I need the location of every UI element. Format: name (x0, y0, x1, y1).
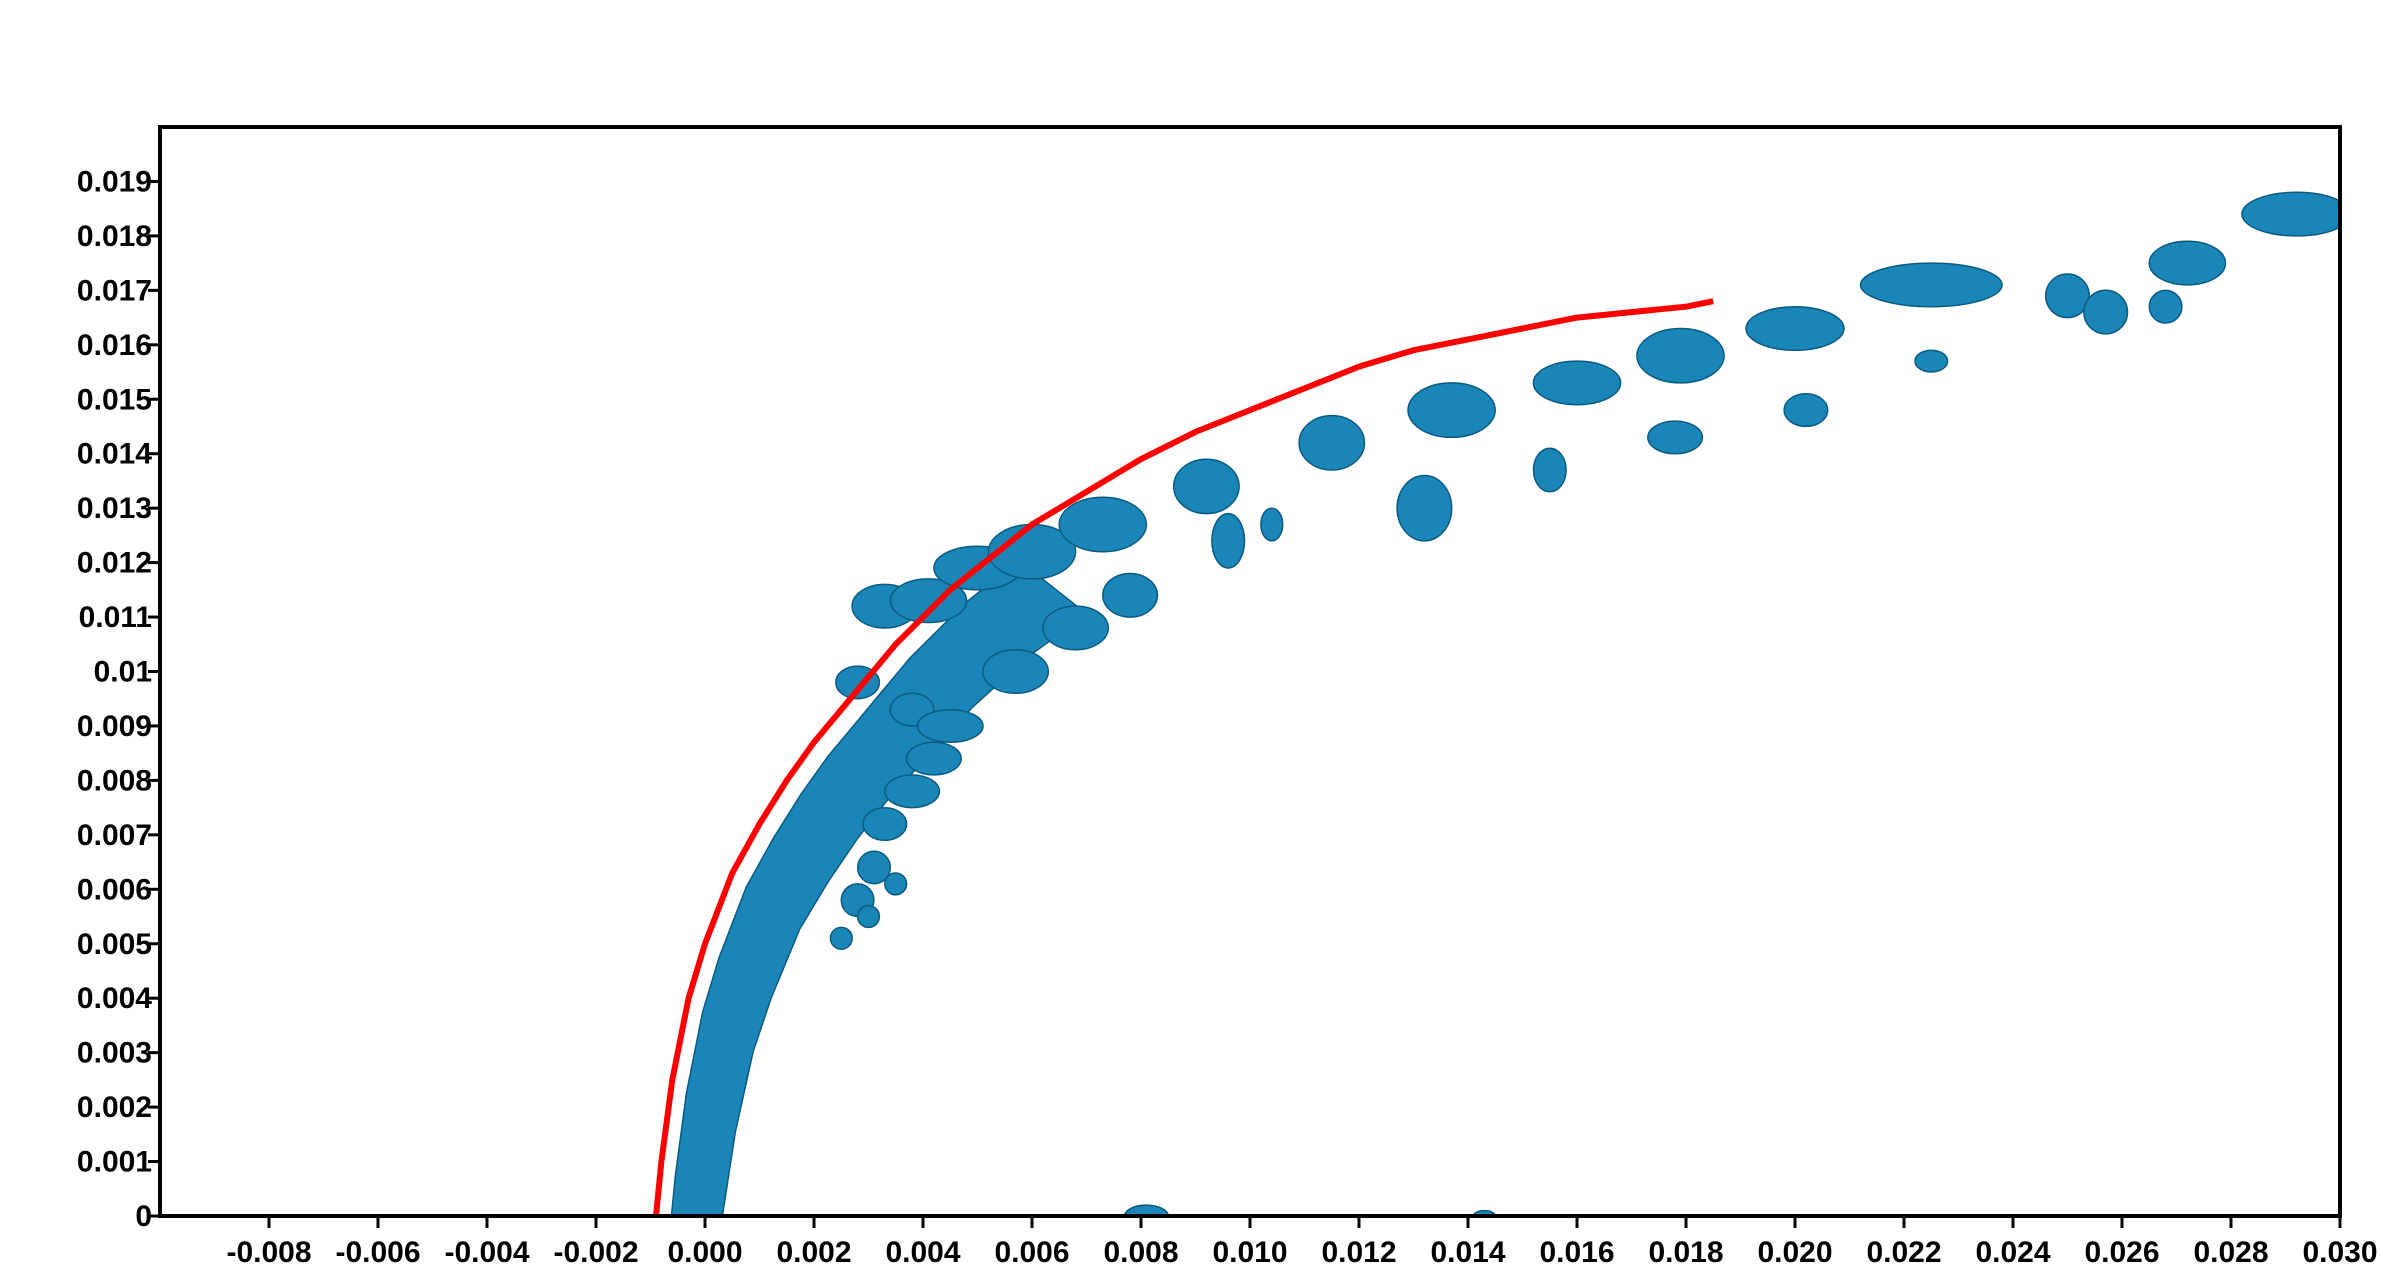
x-tick-label: 0.002 (776, 1236, 851, 1269)
x-tick-label: -0.008 (226, 1236, 311, 1269)
front-line-layer (653, 298, 1714, 1216)
blob-point (1172, 458, 1240, 515)
y-tick-label: 0.018 (77, 220, 152, 253)
x-tick-label: 0.016 (1539, 1236, 1614, 1269)
blob-point (1783, 393, 1829, 428)
x-tick-label: 0.024 (1975, 1236, 2050, 1269)
y-tick-label: 0.013 (77, 492, 152, 525)
y-tick-label: 0.003 (77, 1037, 152, 1070)
y-tick-label: 0.014 (77, 438, 152, 471)
blob-point (1058, 496, 1148, 553)
x-tick-label: 0.020 (1757, 1236, 1832, 1269)
x-tick-label: -0.002 (553, 1236, 638, 1269)
x-tick-label: -0.006 (335, 1236, 420, 1269)
x-tick-label: 0.022 (1866, 1236, 1941, 1269)
blob-point (982, 648, 1050, 695)
blob-point (1745, 305, 1845, 352)
x-tick-label: -0.004 (444, 1236, 529, 1269)
y-tick-label: 0.006 (77, 873, 152, 906)
y-tick-label: 0.002 (77, 1091, 152, 1124)
blob-point (1042, 605, 1110, 651)
blob-point (2148, 289, 2183, 324)
x-tick-label: 0.018 (1648, 1236, 1723, 1269)
y-tick-label: 0.005 (77, 928, 152, 961)
blob-point (1407, 382, 1496, 439)
blob-point (905, 741, 962, 776)
front-line (653, 298, 1714, 1216)
x-tick-label: 0.012 (1321, 1236, 1396, 1269)
x-tick-label: 0.026 (2084, 1236, 2159, 1269)
x-axis: -0.008 -0.006 -0.004 -0.002 0.000 0.002 0.004 0… (226, 1216, 2378, 1269)
blob-point (1260, 507, 1284, 542)
y-tick-label: 0.017 (77, 274, 152, 307)
y-tick-label: 0.008 (77, 764, 152, 797)
blob-point (884, 774, 941, 809)
blob-point (1647, 420, 1704, 455)
blob-point (1211, 512, 1246, 569)
blob-point (1532, 447, 1567, 493)
y-tick-label: 0.007 (77, 819, 152, 852)
blob-point (2148, 240, 2227, 286)
y-tick-label: 0.019 (77, 165, 152, 198)
blob-point (1102, 572, 1159, 618)
x-tick-label: 0.030 (2302, 1236, 2377, 1269)
blob-point (862, 806, 908, 842)
plot-frame (158, 125, 2342, 1218)
y-tick-label: 0.01 (94, 656, 152, 689)
y-axis: 0 0.001 0.002 0.003 0.004 0.005 0.006 0.007 0.00… (77, 165, 160, 1233)
blob-point (884, 872, 908, 896)
x-tick-label: 0.028 (2193, 1236, 2268, 1269)
y-tick-label: 0.011 (79, 601, 152, 634)
blob-point (916, 708, 984, 744)
x-tick-label: 0.010 (1212, 1236, 1287, 1269)
x-tick-label: 0.006 (994, 1236, 1069, 1269)
blob-point (1859, 262, 2003, 308)
y-tick-label: 0.015 (77, 383, 152, 416)
x-tick-label: 0.008 (1103, 1236, 1178, 1269)
blob-layer (829, 191, 2340, 1216)
y-tick-label: 0 (135, 1200, 152, 1233)
x-tick-label: 0.014 (1430, 1236, 1505, 1269)
blob-point (829, 926, 853, 950)
blob-point (2044, 273, 2091, 319)
blob-point (1298, 414, 1366, 471)
blob-point (1914, 349, 1949, 373)
y-tick-label: 0.001 (77, 1146, 152, 1179)
blob-point (1396, 474, 1453, 542)
blob-point (1636, 327, 1725, 384)
y-tick-label: 0.012 (77, 547, 152, 580)
blob-point (856, 850, 892, 885)
x-tick-label: 0.000 (667, 1236, 742, 1269)
blob-point (2241, 191, 2340, 237)
y-tick-label: 0.009 (77, 710, 152, 743)
y-tick-label: 0.004 (77, 982, 152, 1015)
blob-point (2083, 289, 2129, 335)
x-tick-label: 0.004 (885, 1236, 960, 1269)
blob-point (1532, 360, 1622, 406)
y-tick-label: 0.016 (77, 329, 152, 362)
blob-point (856, 904, 881, 929)
